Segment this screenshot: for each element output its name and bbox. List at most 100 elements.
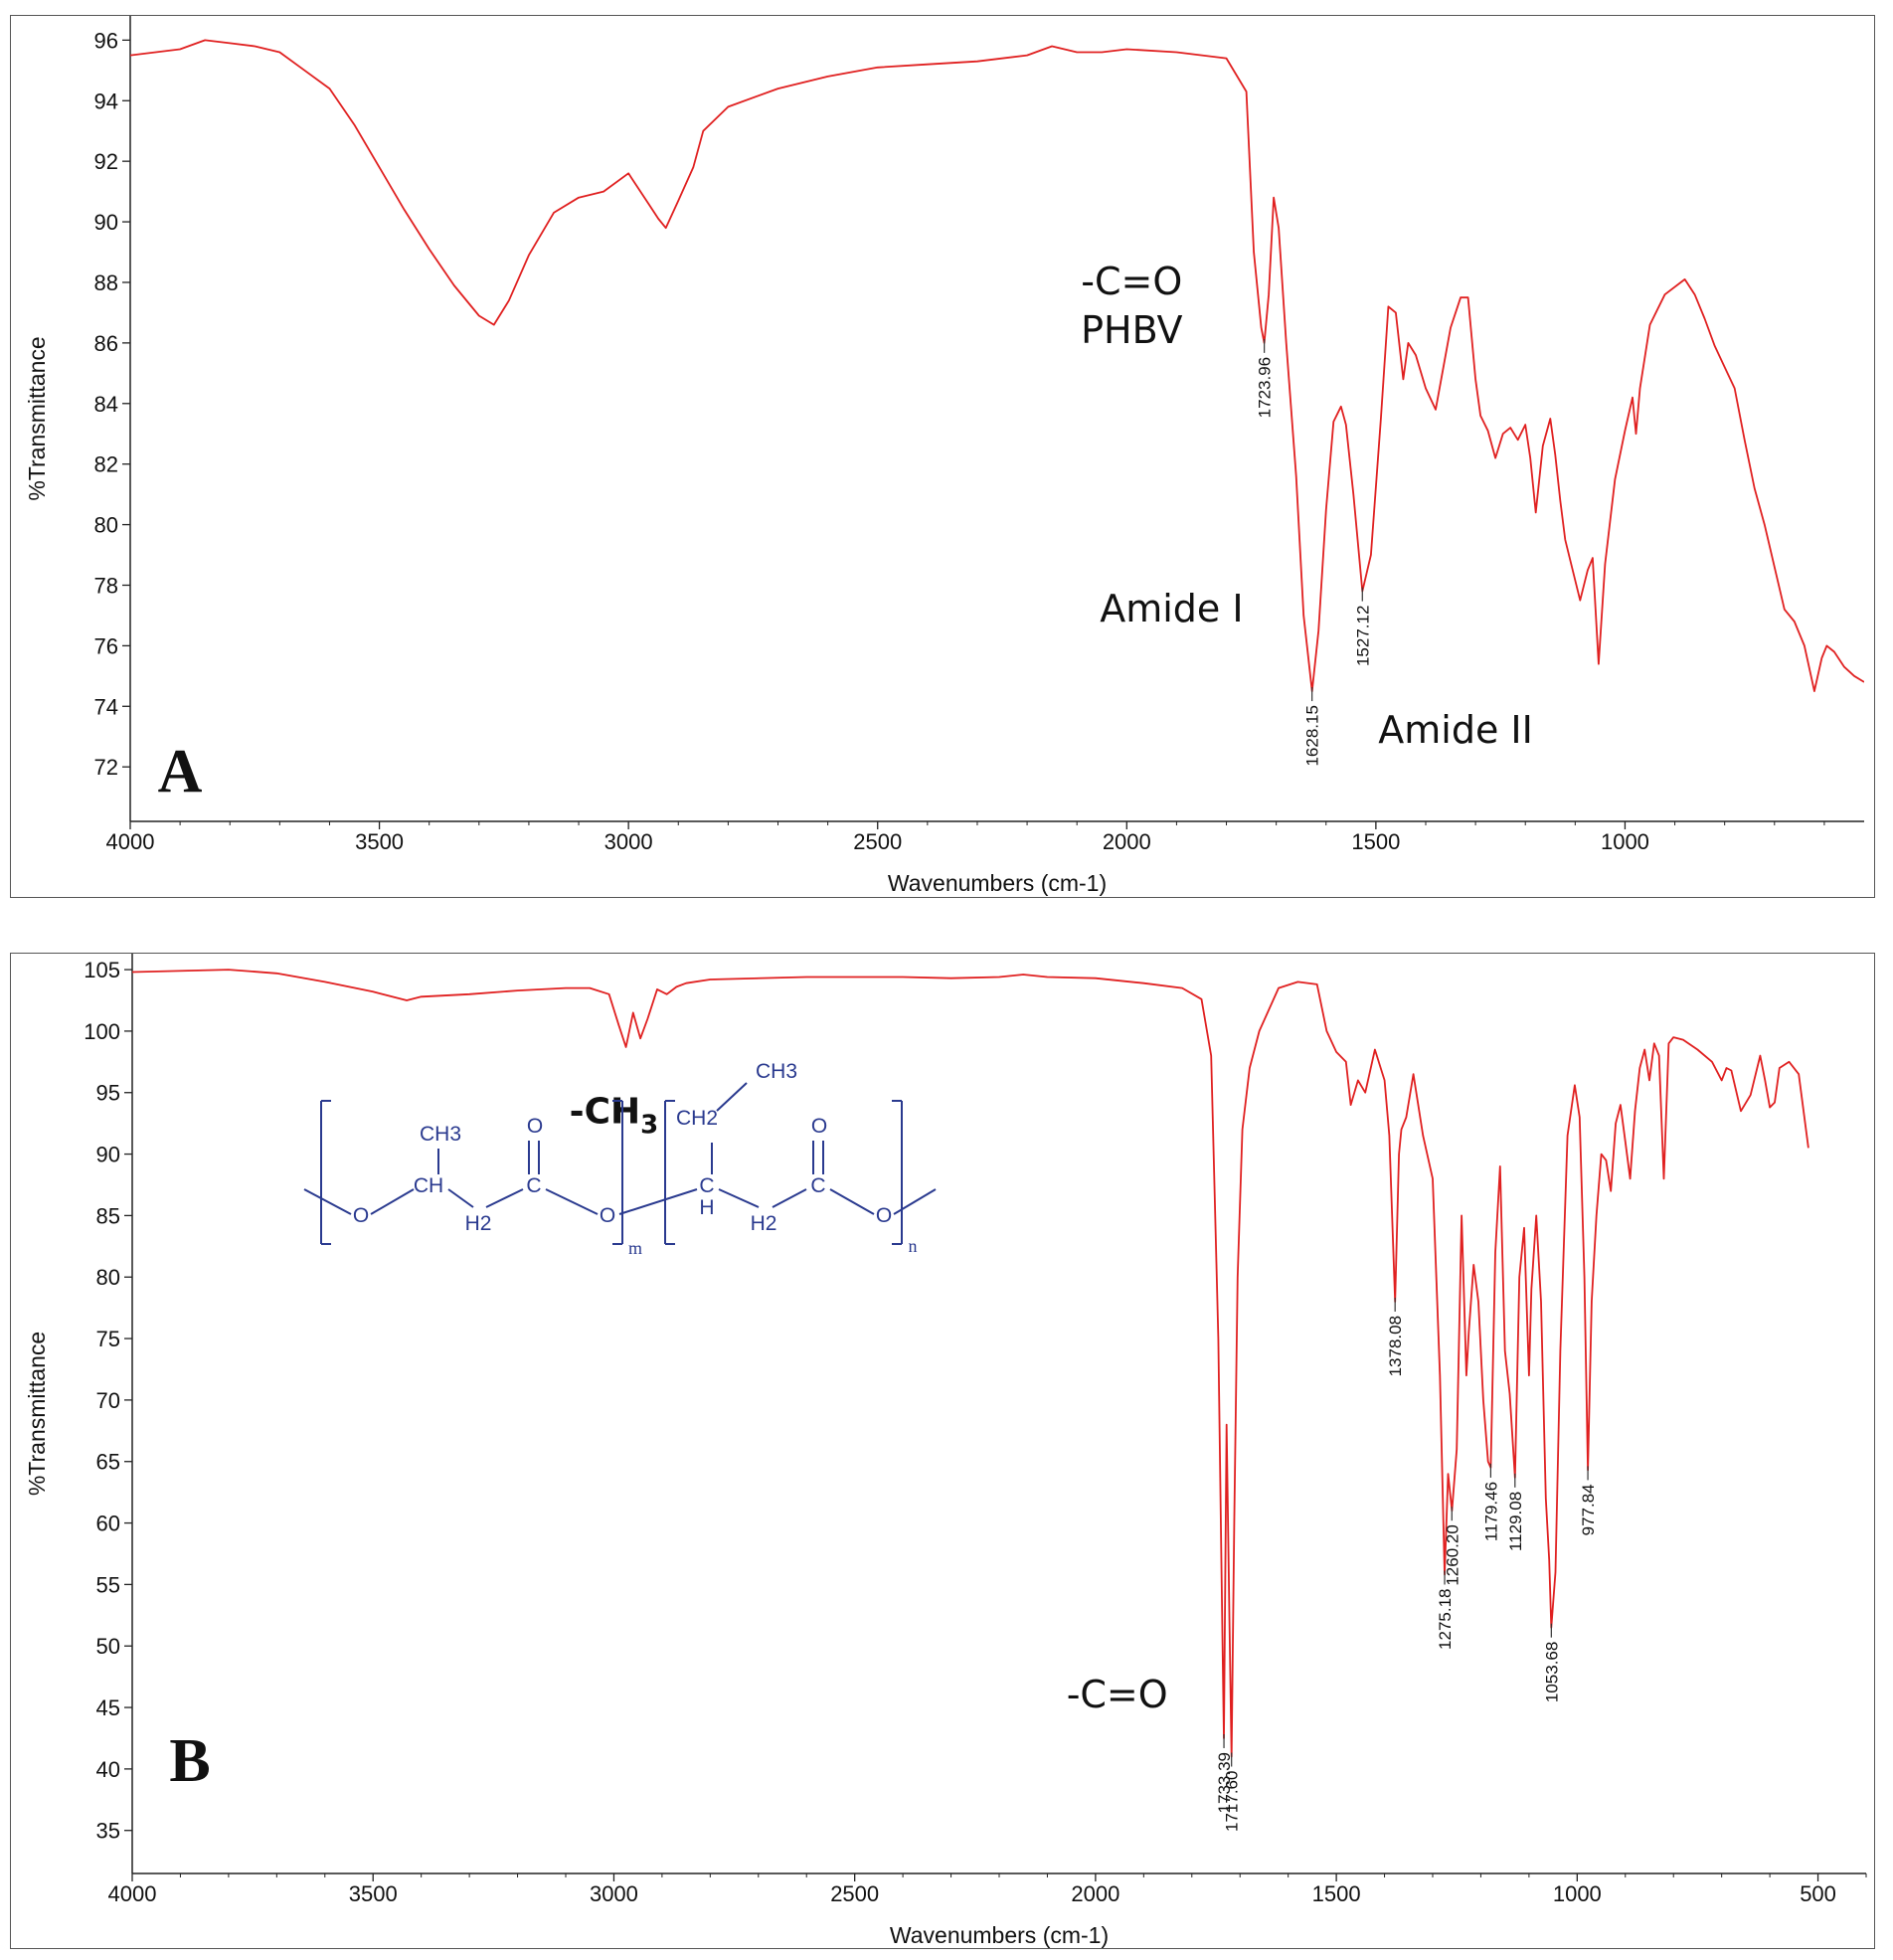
structure-atom-c1: C <box>526 1174 541 1197</box>
chart-b-x-tick-label: 1500 <box>1312 1881 1361 1906</box>
structure-atom-o-carbonyl1: O <box>527 1115 543 1138</box>
structure-bond <box>716 1082 748 1112</box>
chart-b-peak-label: 1378.08 <box>1386 1316 1405 1376</box>
chart-a-annotation: PHBV <box>1081 308 1182 352</box>
structure-atom-o2: O <box>600 1204 615 1227</box>
chart-b-y-tick-label: 35 <box>96 1819 120 1844</box>
chart-a-y-tick-label: 76 <box>94 633 118 658</box>
structure-bond <box>447 1188 474 1208</box>
chart-a-y-axis-title: %Transmittance <box>24 336 50 500</box>
chart-a-y-tick-label: 92 <box>94 149 118 174</box>
structure-atom-ch3-b: CH3 <box>756 1060 797 1083</box>
chart-a-y-tick-label: 94 <box>94 89 118 113</box>
chart-b-annotation: -CH3 <box>570 1092 659 1141</box>
chart-a-x-tick-label: 1500 <box>1351 829 1400 854</box>
structure-subscript-m: m <box>628 1238 642 1258</box>
chart-b-y-tick-label: 80 <box>96 1265 120 1290</box>
structure-atom-ch3: CH3 <box>420 1123 461 1146</box>
chart-a-x-tick-label: 2500 <box>853 829 902 854</box>
chart-a-peak-label: 1527.12 <box>1353 606 1372 666</box>
chart-b-peak-label: 1053.68 <box>1542 1642 1561 1702</box>
structure-bond <box>829 1188 875 1215</box>
chart-panel-a: 4000 3500 3000 2500 2000 1500 1000 72 74 76 78 80 82… <box>10 15 1875 898</box>
chart-a-y-tick-label: 74 <box>94 694 118 719</box>
chart-a-x-tick-label: 3500 <box>355 829 404 854</box>
chart-b-peak-label: 977.84 <box>1579 1484 1598 1535</box>
chart-a-y-tick-label: 96 <box>94 28 118 53</box>
chart-a-peak-label: 1723.96 <box>1256 357 1275 418</box>
structure-subscript-n: n <box>909 1236 918 1256</box>
chart-b-y-tick-label: 70 <box>96 1388 120 1413</box>
chart-b-x-tick-label: 2000 <box>1071 1881 1119 1906</box>
chart-b-y-tick-label: 85 <box>96 1203 120 1228</box>
structure-atom-c2: C <box>699 1174 714 1197</box>
chart-a-x-tick-label: 1000 <box>1601 829 1649 854</box>
chart-b-x-tick-label: 3000 <box>590 1881 638 1906</box>
chart-a-spectrum-line <box>130 39 1864 692</box>
chart-a-y-tick-label: 86 <box>94 331 118 356</box>
chart-b-peak-label: 1260.20 <box>1443 1524 1462 1585</box>
chart-b-x-tick-label: 3500 <box>349 1881 398 1906</box>
structure-atom-ch2: CH2 <box>676 1107 718 1130</box>
chart-b-annotation: -C=O <box>1067 1673 1168 1716</box>
chart-b-y-tick-label: 100 <box>84 1019 120 1044</box>
chart-b-x-tick-label: 500 <box>1800 1881 1836 1906</box>
chart-a-y-tick-label: 78 <box>94 573 118 598</box>
chart-b-y-axis-title: %Transmittance <box>24 1332 50 1496</box>
chart-a-panel-letter: A <box>158 738 203 805</box>
chart-b-y-tick-label: 95 <box>96 1081 120 1106</box>
chart-b-peak-label: 1179.46 <box>1481 1482 1500 1541</box>
structure-atom-o1: O <box>353 1204 369 1227</box>
structure-bond <box>485 1188 524 1208</box>
chart-b-x-tick-label: 1000 <box>1553 1881 1602 1906</box>
structure-bond <box>618 1188 698 1215</box>
structure-atom-o3: O <box>876 1204 892 1227</box>
chart-b-peak-label: 1275.18 <box>1436 1588 1455 1649</box>
chart-b-y-tick-label: 50 <box>96 1634 120 1659</box>
structure-atom-h2: H2 <box>465 1212 492 1235</box>
structure-bond <box>893 1188 937 1215</box>
chart-a-annotation: Amide I <box>1100 587 1243 630</box>
chart-b-y-tick-label: 55 <box>96 1572 120 1597</box>
chart-a-x-axis-title: Wavenumbers (cm-1) <box>888 870 1107 896</box>
chart-b-y-tick-label: 75 <box>96 1327 120 1351</box>
structure-bond <box>303 1188 352 1215</box>
chart-b-peak-label: 1717.60 <box>1223 1771 1242 1832</box>
chart-b-y-tick-label: 105 <box>84 958 120 982</box>
chart-a-annotation: Amide II <box>1378 708 1533 752</box>
chart-b-y-tick-label: 60 <box>96 1512 120 1536</box>
chart-a-x-tick-label: 3000 <box>604 829 653 854</box>
chart-a-annotation: -C=O <box>1081 260 1182 303</box>
chart-b-peak-label: 1733.39 <box>1215 1752 1234 1813</box>
chart-a-peak-label: 1628.15 <box>1303 705 1322 766</box>
chart-panel-b: 4000 3500 3000 2500 2000 1500 1000 500 35 40 45 50 5… <box>10 953 1875 1949</box>
ftir-chart-b: 4000 3500 3000 2500 2000 1500 1000 500 35 40 45 50 5… <box>24 954 1867 1948</box>
chart-b-spectrum-line <box>132 969 1809 1758</box>
structure-bond <box>370 1188 415 1215</box>
chart-b-panel-letter: B <box>169 1727 210 1795</box>
ftir-chart-a: 4000 3500 3000 2500 2000 1500 1000 72 74 76 78 80 82… <box>24 16 1864 896</box>
chart-a-y-tick-label: 72 <box>94 755 118 780</box>
chart-b-y-tick-label: 90 <box>96 1143 120 1167</box>
chart-b-y-tick-label: 40 <box>96 1757 120 1782</box>
phbv-structure <box>303 1082 937 1245</box>
chart-a-y-tick-label: 84 <box>94 392 118 417</box>
structure-atom-h: H <box>699 1196 714 1219</box>
chart-a-x-tick-label: 2000 <box>1103 829 1151 854</box>
chart-a-y-tick-label: 88 <box>94 270 118 295</box>
structure-atom-ch: CH <box>414 1174 443 1197</box>
chart-b-y-tick-label: 65 <box>96 1450 120 1475</box>
chart-a-x-tick-label: 4000 <box>106 829 155 854</box>
structure-atom-o-carbonyl2: O <box>811 1115 827 1138</box>
structure-bond <box>772 1188 807 1208</box>
chart-b-x-tick-label: 2500 <box>830 1881 879 1906</box>
structure-bond <box>545 1188 599 1215</box>
chart-a-y-tick-label: 90 <box>94 210 118 235</box>
chart-b-x-axis-title: Wavenumbers (cm-1) <box>890 1922 1109 1948</box>
structure-bond <box>718 1188 760 1208</box>
chart-b-peak-label: 1129.08 <box>1506 1492 1525 1551</box>
chart-b-x-tick-label: 4000 <box>108 1881 157 1906</box>
chart-a-y-tick-label: 80 <box>94 513 118 538</box>
structure-atom-c3: C <box>810 1174 825 1197</box>
chart-a-y-tick-label: 82 <box>94 452 118 477</box>
